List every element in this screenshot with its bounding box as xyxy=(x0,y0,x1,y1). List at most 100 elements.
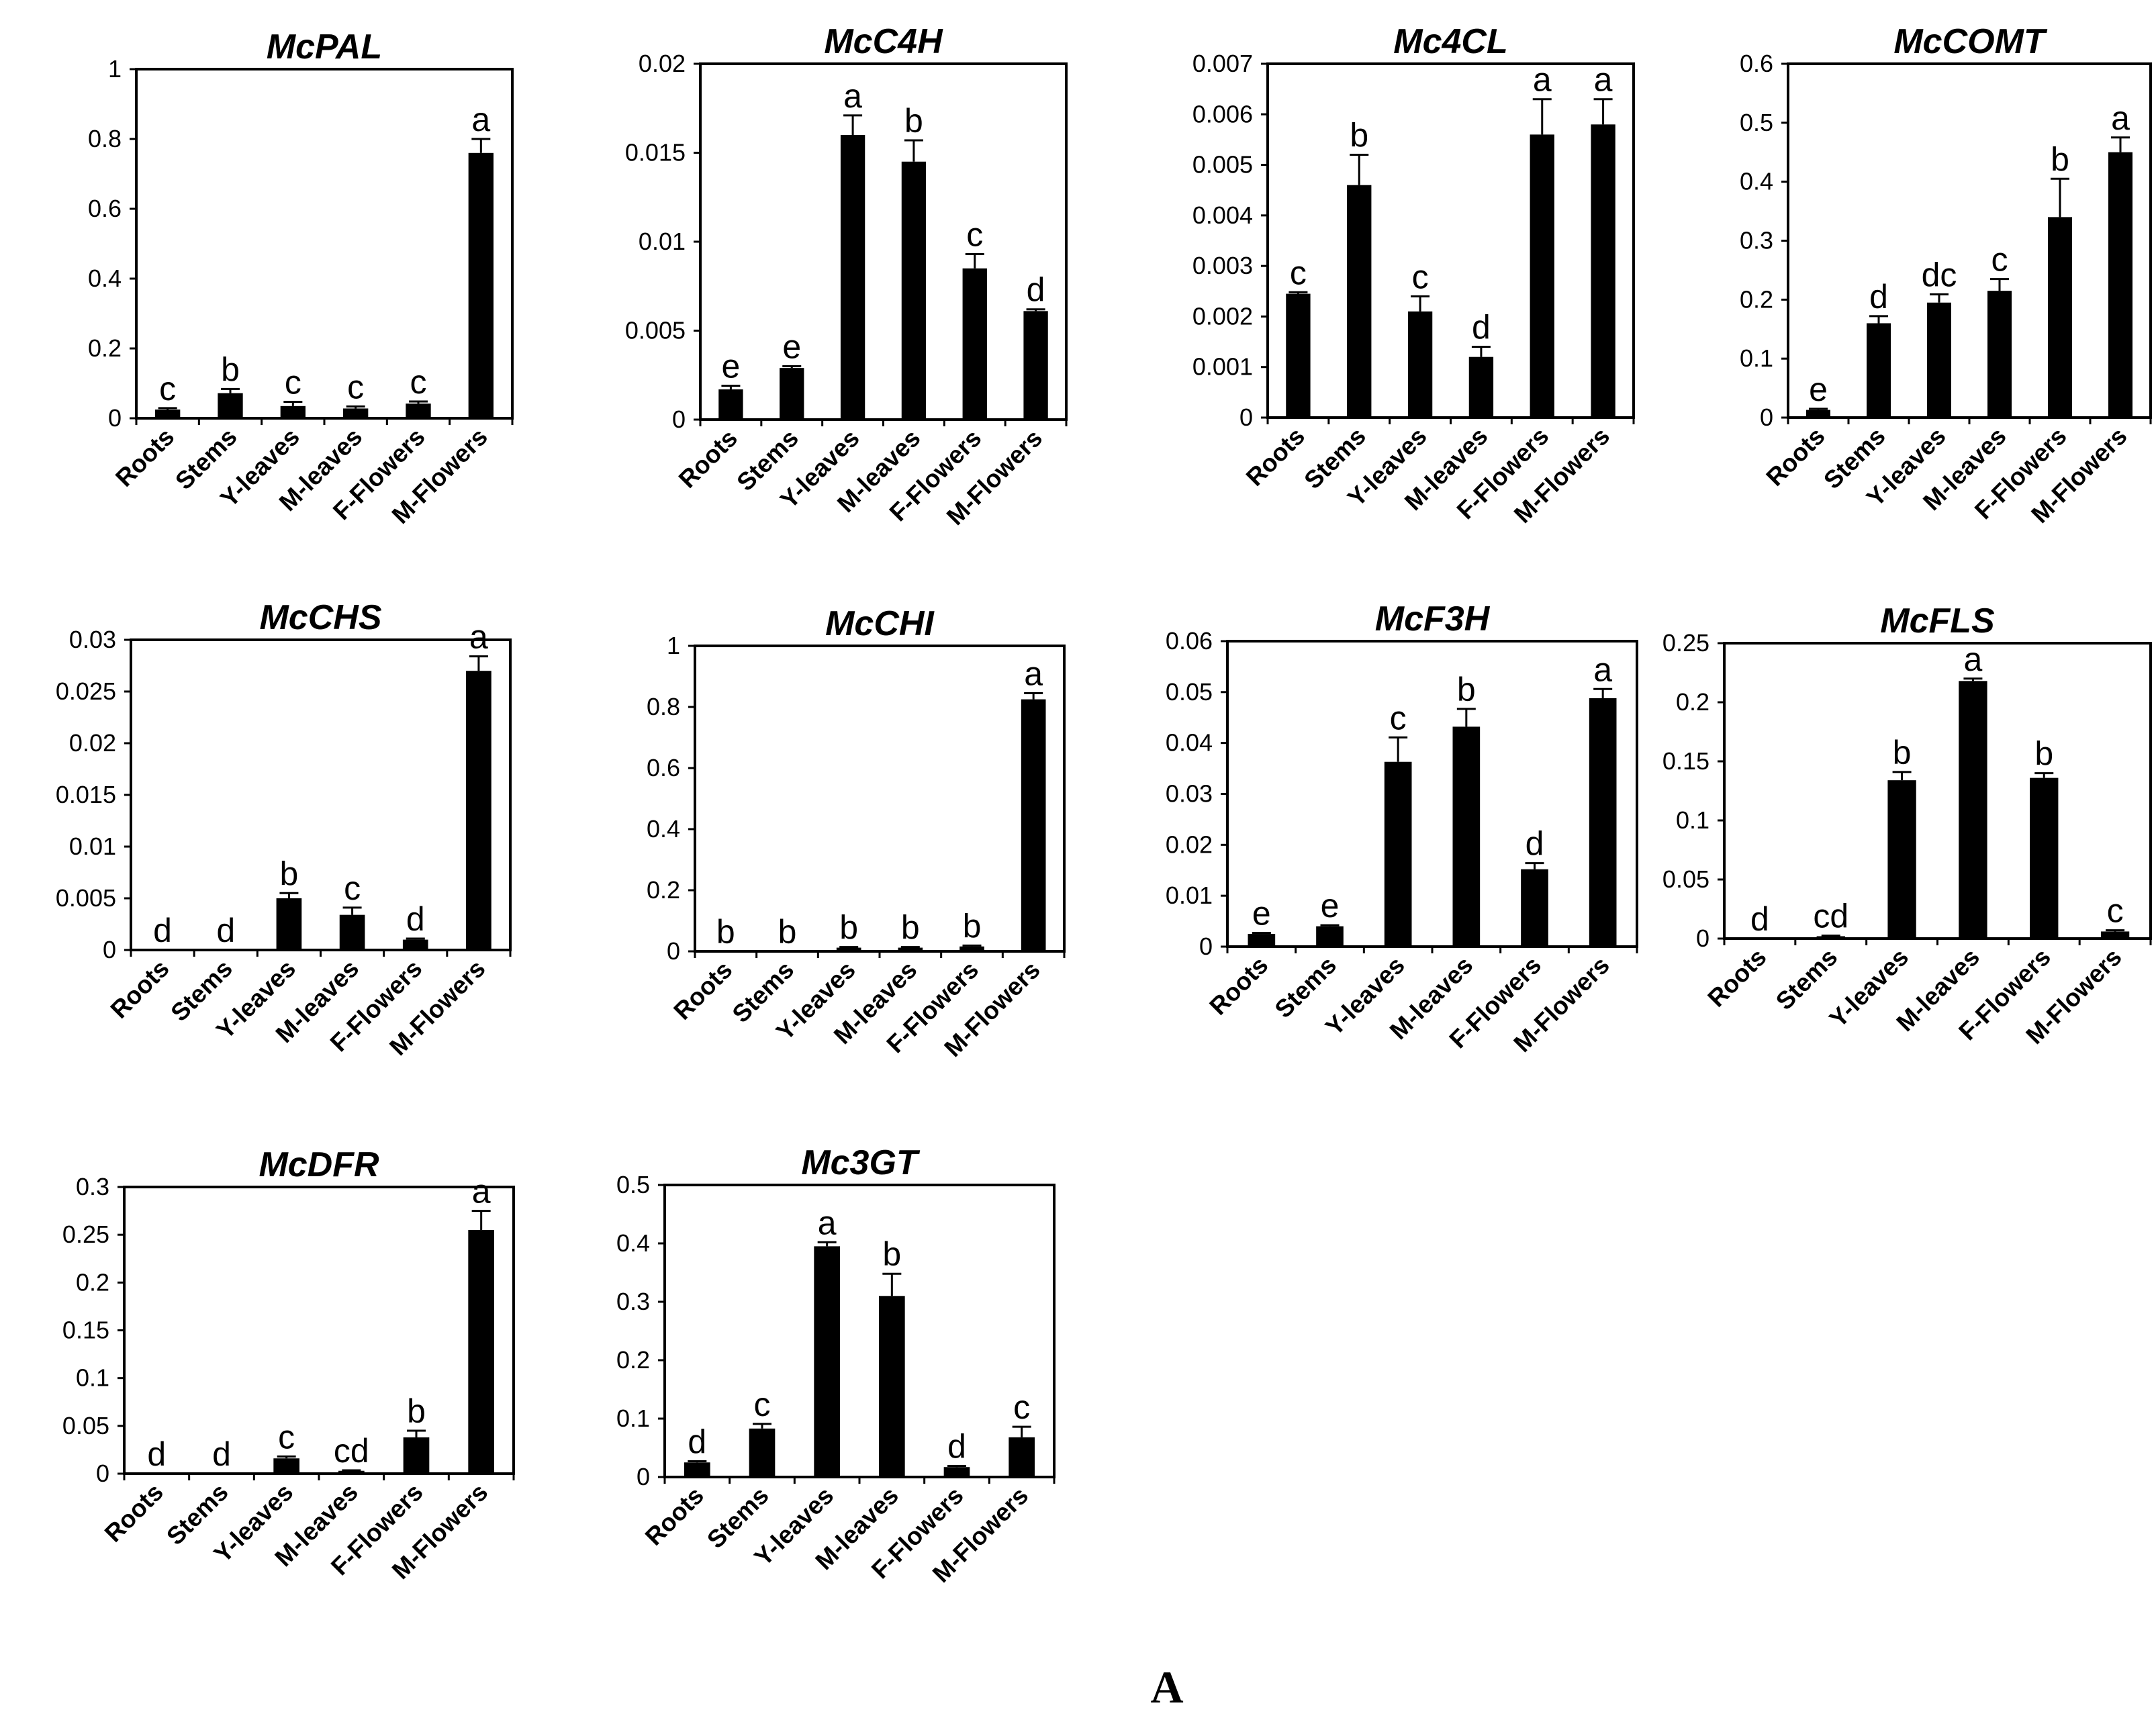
bar-M-leaves xyxy=(879,1296,905,1477)
bar-M-Flowers xyxy=(2108,152,2132,418)
bar-F-Flowers xyxy=(2030,777,2059,939)
significance-letter: c xyxy=(1412,258,1429,295)
y-tick-label: 0.15 xyxy=(62,1317,109,1344)
y-tick-label: 0.2 xyxy=(616,1346,650,1374)
category-label: Roots xyxy=(640,1482,709,1551)
y-tick-label: 0.2 xyxy=(88,334,122,362)
bar-Stems xyxy=(1347,185,1372,418)
plot-frame xyxy=(694,645,1066,953)
significance-letter: e xyxy=(1252,895,1271,933)
significance-letter: d xyxy=(1750,900,1769,938)
significance-letter: b xyxy=(901,909,920,947)
significance-letter: e xyxy=(1321,887,1340,924)
y-tick-label: 0.003 xyxy=(1192,252,1253,279)
y-tick-label: 0.05 xyxy=(62,1412,109,1439)
y-tick-label: 0.005 xyxy=(56,884,116,912)
y-tick-label: 0.1 xyxy=(616,1405,650,1432)
category-label: Roots xyxy=(105,955,175,1024)
significance-letter: b xyxy=(839,909,858,947)
significance-letter: a xyxy=(469,618,488,656)
chart-McDFR: McDFRdRootsdStemscY-leavescdM-leavesbF-F… xyxy=(62,1145,515,1584)
bar-F-Flowers xyxy=(406,403,431,418)
significance-letter: a xyxy=(1594,61,1613,99)
significance-letter: a xyxy=(1593,651,1612,688)
chart-title: McFLS xyxy=(1880,602,1995,640)
y-tick-label: 0.015 xyxy=(625,139,686,167)
bar-M-leaves xyxy=(338,1470,365,1474)
y-tick-label: 0.05 xyxy=(1166,678,1213,706)
significance-letter: d xyxy=(406,900,425,938)
significance-letter: d xyxy=(1526,825,1544,863)
y-tick-label: 0.015 xyxy=(56,781,116,808)
chart-title: McDFR xyxy=(259,1145,379,1184)
bar-Y-leaves xyxy=(1384,761,1412,947)
chart-McCHI: McCHIbRootsbStemsbY-leavesbM-leavesbF-Fl… xyxy=(647,604,1066,1062)
significance-letter: d xyxy=(147,1435,166,1473)
bar-F-Flowers xyxy=(1530,134,1554,418)
y-tick-label: 0.25 xyxy=(1662,629,1709,657)
significance-letter: c xyxy=(278,1418,295,1456)
bar-M-Flowers xyxy=(1591,124,1615,418)
bar-Stems xyxy=(1316,926,1344,947)
plot-frame xyxy=(663,1184,1056,1478)
chart-title: McCHI xyxy=(825,604,935,643)
bar-F-Flowers xyxy=(402,939,428,950)
bar-M-leaves xyxy=(901,161,927,420)
y-tick-label: 0.001 xyxy=(1192,353,1253,381)
significance-letter: c xyxy=(754,1386,771,1423)
significance-letter: a xyxy=(1964,640,1983,678)
significance-letter: b xyxy=(221,350,240,388)
bar-M-leaves xyxy=(343,408,369,418)
significance-letter: d xyxy=(688,1423,706,1461)
bar-Y-leaves xyxy=(273,1458,299,1474)
significance-letter: e xyxy=(782,328,801,366)
chart-title: McPAL xyxy=(267,28,382,66)
y-tick-label: 0.5 xyxy=(616,1171,650,1198)
significance-letter: d xyxy=(947,1427,966,1465)
significance-letter: a xyxy=(843,77,862,115)
significance-letter: b xyxy=(407,1392,426,1430)
bar-M-leaves xyxy=(1959,681,1987,939)
bar-Roots xyxy=(1806,410,1830,418)
significance-letter: a xyxy=(1024,655,1043,693)
chart-title: Mc3GT xyxy=(801,1143,921,1182)
significance-letter: b xyxy=(2051,140,2069,178)
significance-letter: b xyxy=(1893,734,1912,771)
y-tick-label: 1 xyxy=(108,55,122,83)
plot-frame xyxy=(1226,640,1638,948)
significance-letter: c xyxy=(1390,699,1407,736)
y-tick-label: 0.01 xyxy=(1166,882,1213,909)
y-tick-label: 0 xyxy=(672,406,686,433)
y-tick-label: 0.1 xyxy=(76,1364,109,1392)
category-label: Roots xyxy=(1204,951,1273,1020)
significance-letter: c xyxy=(159,370,176,408)
significance-letter: dc xyxy=(1922,256,1957,293)
significance-letter: d xyxy=(1472,309,1491,346)
plot-frame xyxy=(130,638,512,951)
significance-letter: e xyxy=(1809,371,1828,408)
bar-Y-leaves xyxy=(814,1246,840,1477)
significance-letter: d xyxy=(212,1435,231,1473)
plot-frame xyxy=(1723,642,2152,940)
significance-letter: a xyxy=(1533,61,1552,99)
y-tick-label: 0.2 xyxy=(647,876,680,904)
y-tick-label: 0.1 xyxy=(1740,344,1773,372)
significance-letter: c xyxy=(347,368,364,406)
bar-M-leaves xyxy=(898,947,923,951)
y-tick-label: 0 xyxy=(637,1463,650,1490)
panel-label: A xyxy=(1150,1662,1183,1712)
y-tick-label: 0.4 xyxy=(616,1229,650,1257)
category-label: Roots xyxy=(673,424,743,493)
chart-McF3H: McF3HeRootseStemscY-leavesbM-leavesdF-Fl… xyxy=(1166,600,1638,1057)
significance-letter: b xyxy=(778,913,797,951)
significance-letter: b xyxy=(1457,671,1476,708)
bar-Roots xyxy=(684,1462,710,1477)
y-tick-label: 0.06 xyxy=(1166,627,1213,655)
bar-M-Flowers xyxy=(1023,311,1048,420)
bar-F-Flowers xyxy=(1521,869,1548,947)
y-tick-label: 0 xyxy=(96,1460,109,1487)
y-tick-label: 0.02 xyxy=(1166,830,1213,858)
y-tick-label: 0.025 xyxy=(56,677,116,705)
y-tick-label: 0.004 xyxy=(1192,201,1253,229)
